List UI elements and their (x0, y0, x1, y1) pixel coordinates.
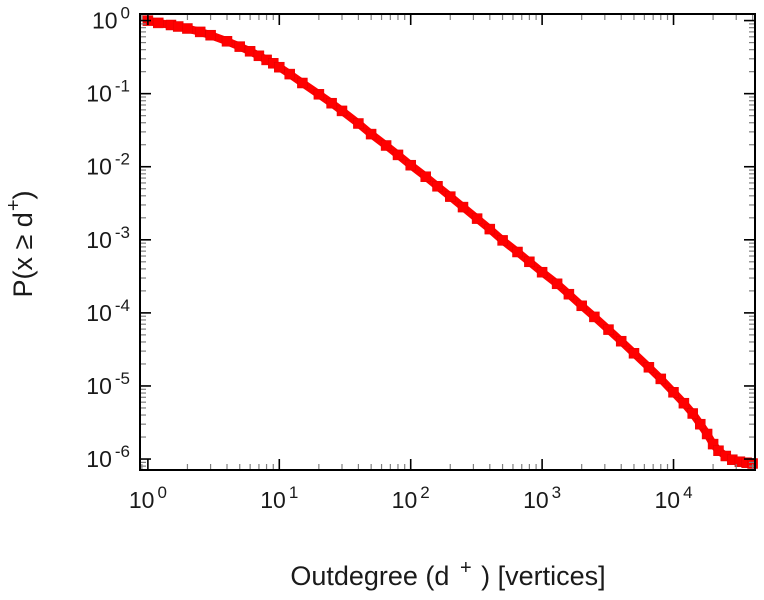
data-point-marker (457, 201, 469, 213)
data-point-marker (707, 438, 719, 450)
data-point-marker (205, 29, 216, 41)
y-axis-title: P(x ≥ d+) (3, 190, 38, 297)
data-point-marker (484, 223, 496, 235)
data-point-marker (432, 181, 443, 192)
data-point-marker (576, 300, 587, 312)
x-tick-label: 10 2 (392, 483, 430, 513)
data-point-marker (551, 278, 563, 290)
data-series (142, 15, 758, 469)
x-tick-label: 10 0 (129, 483, 167, 513)
data-point-marker (365, 128, 377, 140)
plot-border (139, 13, 756, 471)
data-point-marker (153, 17, 164, 29)
data-point-marker (172, 21, 184, 32)
data-point-marker (563, 288, 575, 300)
x-axis-title: Outdegree (d + ) [vertices] (290, 557, 605, 591)
y-tick-label: 10 -1 (86, 77, 130, 107)
data-point-marker (701, 428, 713, 440)
x-axis-title-sup: + (460, 557, 472, 579)
data-point-marker (643, 362, 655, 373)
x-tick-label: 10 3 (523, 483, 561, 513)
data-point-marker (445, 191, 456, 202)
data-point-marker (380, 140, 392, 151)
data-point-marker (234, 41, 245, 52)
data-point-marker (244, 46, 256, 57)
ccdf-curve (147, 16, 754, 468)
data-point-marker (274, 61, 285, 73)
data-point-marker (695, 418, 706, 430)
data-point-marker (194, 26, 206, 38)
y-axis-title-text2: ) (8, 190, 38, 199)
data-point-marker (284, 68, 295, 80)
x-axis-title-text2: ) [vertices] (474, 561, 606, 591)
plot-area: 10 0 10 1 10 2 10 3 10 4 10 0 10 -1 10 -2 10 -3 10 -4 10 -5 10… (86, 4, 758, 513)
y-tick-label: 10 -5 (86, 369, 130, 399)
data-point-marker (687, 408, 698, 419)
data-point-marker (713, 445, 724, 456)
data-point-marker (182, 23, 193, 34)
data-point-marker (628, 348, 640, 359)
data-point-marker (353, 118, 364, 129)
data-point-marker (297, 77, 308, 89)
x-tick-label: 10 1 (260, 483, 298, 513)
data-point-marker (420, 171, 431, 182)
data-point-marker (678, 397, 690, 409)
y-tick-label: 10 -3 (86, 223, 130, 253)
axis-ticks (139, 13, 756, 471)
data-point-marker (326, 97, 337, 109)
tick-labels: 10 0 10 1 10 2 10 3 10 4 10 0 10 -1 10 -2 10 -3 10 -4 10 -5 10… (86, 4, 692, 513)
x-axis-title-text: Outdegree (d (290, 561, 457, 591)
data-point-marker (655, 373, 667, 385)
y-axis-title-sup: + (3, 199, 25, 211)
data-point-marker (668, 387, 679, 398)
y-tick-label: 10 0 (92, 4, 130, 34)
data-point-marker (524, 256, 535, 268)
data-point-marker (471, 213, 483, 224)
data-point-marker (497, 235, 508, 246)
x-tick-label: 10 4 (654, 483, 692, 513)
data-point-marker (603, 324, 614, 335)
data-point-marker (221, 36, 233, 47)
data-point-marker (336, 105, 348, 117)
data-point-marker (405, 159, 416, 171)
y-axis-title-text: P(x ≥ d (8, 212, 38, 297)
y-tick-label: 10 -6 (86, 442, 130, 472)
data-point-marker (615, 335, 627, 347)
data-point-marker (313, 89, 325, 100)
y-tick-label: 10 -2 (86, 150, 130, 180)
data-point-marker (512, 246, 523, 258)
data-point-marker (589, 311, 600, 323)
y-tick-label: 10 -4 (86, 296, 130, 326)
data-point-marker (536, 266, 548, 278)
data-point-marker (392, 149, 404, 161)
